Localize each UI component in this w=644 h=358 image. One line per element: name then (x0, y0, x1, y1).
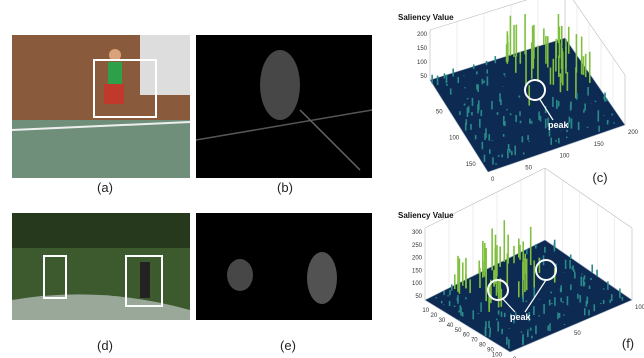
z-tick-label: 100 (417, 60, 428, 66)
z-tick-label: 300 (412, 230, 423, 236)
x-tick-label: 50 (525, 165, 532, 171)
y-tick-label: 40 (447, 323, 454, 329)
y-tick-label: 70 (471, 338, 478, 344)
x-tick-label: 50 (574, 331, 581, 337)
z-tick-label: 200 (412, 256, 423, 262)
saliency-map-b (196, 35, 372, 178)
panel-label: (c) (592, 170, 607, 185)
axis-line (545, 168, 632, 228)
photo-a (12, 35, 190, 178)
panel-label: (a) (97, 180, 113, 195)
y-tick-label: 100 (449, 136, 460, 142)
z-tick-label: 50 (420, 74, 427, 80)
saliency-plot: peak Saliency Value 200 150 100 50 50 100 150 0 50… (398, 0, 639, 183)
z-tick-label: 100 (412, 281, 423, 287)
axis-title: Saliency Value (398, 13, 454, 22)
z-tick-label: 50 (415, 294, 422, 300)
x-tick-label: 0 (491, 177, 495, 183)
z-tick-label: 200 (417, 32, 428, 38)
photo-d (12, 213, 190, 320)
panel-label: (d) (97, 338, 113, 353)
y-tick-label: 60 (463, 333, 470, 339)
y-tick-label: 20 (431, 313, 438, 319)
y-tick-label: 30 (439, 318, 446, 324)
y-tick-label: 50 (436, 109, 443, 115)
annotation: peak (548, 120, 570, 130)
panel-label: (b) (277, 180, 293, 195)
z-tick-label: 150 (417, 46, 428, 52)
annotation: peak (510, 312, 532, 322)
panel-label: (f) (622, 336, 634, 351)
saliency-map-e (196, 213, 372, 320)
y-tick-label: 100 (492, 353, 503, 358)
y-tick-label: 150 (466, 162, 477, 168)
panel-label: (e) (280, 338, 296, 353)
figure: peak Saliency Value 200 150 100 50 50 100 150 0 50… (0, 0, 644, 358)
y-tick-label: 10 (422, 308, 429, 314)
y-tick-label: 80 (479, 343, 486, 349)
y-tick-label: 50 (455, 328, 462, 334)
z-tick-label: 250 (412, 243, 423, 249)
z-tick-label: 150 (412, 268, 423, 274)
surface-floor (430, 38, 625, 172)
x-tick-label: 150 (594, 142, 605, 148)
x-tick-label: 100 (635, 305, 644, 311)
axis-title: Saliency Value (398, 211, 454, 220)
x-tick-label: 100 (560, 154, 571, 160)
x-tick-label: 200 (628, 130, 639, 136)
